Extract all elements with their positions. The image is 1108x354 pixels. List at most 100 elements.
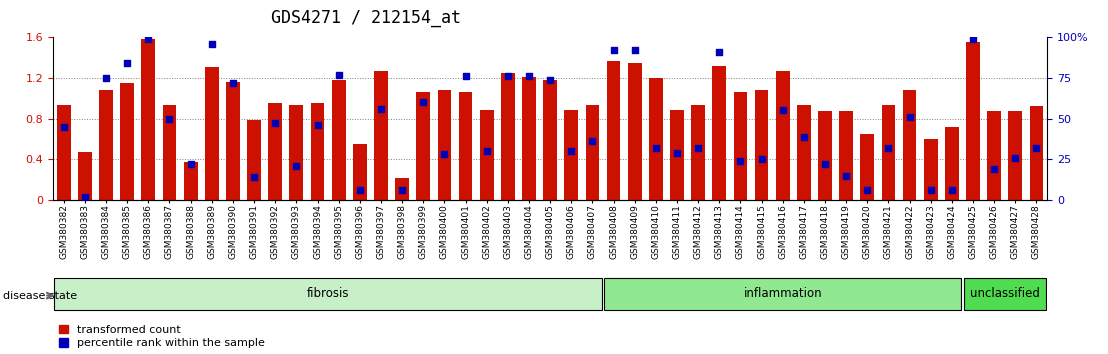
Bar [78, 152, 92, 200]
Bar [839, 112, 853, 200]
Bar [289, 105, 304, 200]
Bar [1008, 112, 1023, 200]
Bar [649, 78, 663, 200]
Point [943, 187, 961, 193]
FancyBboxPatch shape [54, 278, 602, 310]
Point [351, 187, 369, 193]
Bar [966, 42, 979, 200]
Bar [226, 82, 239, 200]
Point [922, 187, 940, 193]
FancyBboxPatch shape [604, 278, 962, 310]
Text: inflammation: inflammation [743, 287, 822, 300]
Bar [903, 90, 916, 200]
Point [668, 150, 686, 156]
Bar [268, 103, 283, 200]
Point [98, 75, 115, 81]
Bar [607, 61, 620, 200]
Text: unclassified: unclassified [970, 287, 1039, 300]
Bar [522, 77, 536, 200]
Bar [184, 162, 197, 200]
Point [224, 80, 242, 86]
Bar [733, 92, 747, 200]
Bar [924, 139, 937, 200]
Bar [331, 80, 346, 200]
Point [330, 72, 348, 78]
Point [456, 73, 474, 79]
Point [817, 161, 834, 167]
Bar [205, 67, 218, 200]
Bar [459, 92, 472, 200]
Text: fibrosis: fibrosis [307, 287, 349, 300]
Point [435, 152, 453, 157]
Point [563, 148, 581, 154]
Point [161, 116, 178, 121]
Text: disease state: disease state [3, 291, 78, 301]
Point [203, 41, 220, 46]
Point [731, 158, 749, 164]
Point [55, 124, 73, 130]
Bar [564, 110, 578, 200]
Point [245, 175, 263, 180]
Point [542, 77, 560, 82]
Point [520, 73, 537, 79]
Point [710, 49, 728, 55]
Point [584, 138, 602, 144]
Point [372, 106, 390, 112]
Point [76, 194, 94, 200]
Bar [121, 83, 134, 200]
Point [140, 36, 157, 42]
Legend: transformed count, percentile rank within the sample: transformed count, percentile rank withi… [59, 325, 265, 348]
Point [880, 145, 897, 151]
Point [414, 99, 432, 105]
Bar [1029, 106, 1044, 200]
Bar [247, 120, 261, 200]
Bar [987, 112, 1001, 200]
Point [393, 187, 411, 193]
Point [605, 47, 623, 53]
Bar [755, 90, 769, 200]
Point [119, 61, 136, 66]
Point [182, 161, 199, 167]
Point [626, 47, 644, 53]
Text: GDS4271 / 212154_at: GDS4271 / 212154_at [270, 9, 461, 27]
Bar [712, 66, 726, 200]
Point [838, 173, 855, 178]
Bar [396, 178, 409, 200]
Point [859, 187, 876, 193]
Point [689, 145, 707, 151]
Bar [797, 105, 811, 200]
Bar [501, 73, 515, 200]
Bar [691, 105, 705, 200]
Bar [480, 110, 493, 200]
Bar [585, 105, 599, 200]
Bar [375, 71, 388, 200]
Bar [776, 71, 790, 200]
Bar [417, 92, 430, 200]
Point [1006, 155, 1024, 160]
Point [309, 122, 327, 128]
Bar [861, 134, 874, 200]
Bar [628, 63, 642, 200]
Bar [818, 112, 832, 200]
Point [647, 145, 665, 151]
Point [266, 121, 284, 126]
Point [752, 156, 770, 162]
Point [773, 108, 791, 113]
Bar [945, 127, 958, 200]
Point [985, 166, 1003, 172]
Point [499, 73, 516, 79]
Point [1027, 145, 1045, 151]
Bar [670, 110, 684, 200]
Point [287, 163, 305, 169]
Bar [543, 80, 557, 200]
Point [796, 134, 813, 139]
Bar [882, 105, 895, 200]
Bar [353, 144, 367, 200]
FancyBboxPatch shape [964, 278, 1046, 310]
Point [478, 148, 495, 154]
Bar [163, 105, 176, 200]
Bar [438, 90, 451, 200]
Bar [310, 103, 325, 200]
Bar [100, 90, 113, 200]
Bar [142, 39, 155, 200]
